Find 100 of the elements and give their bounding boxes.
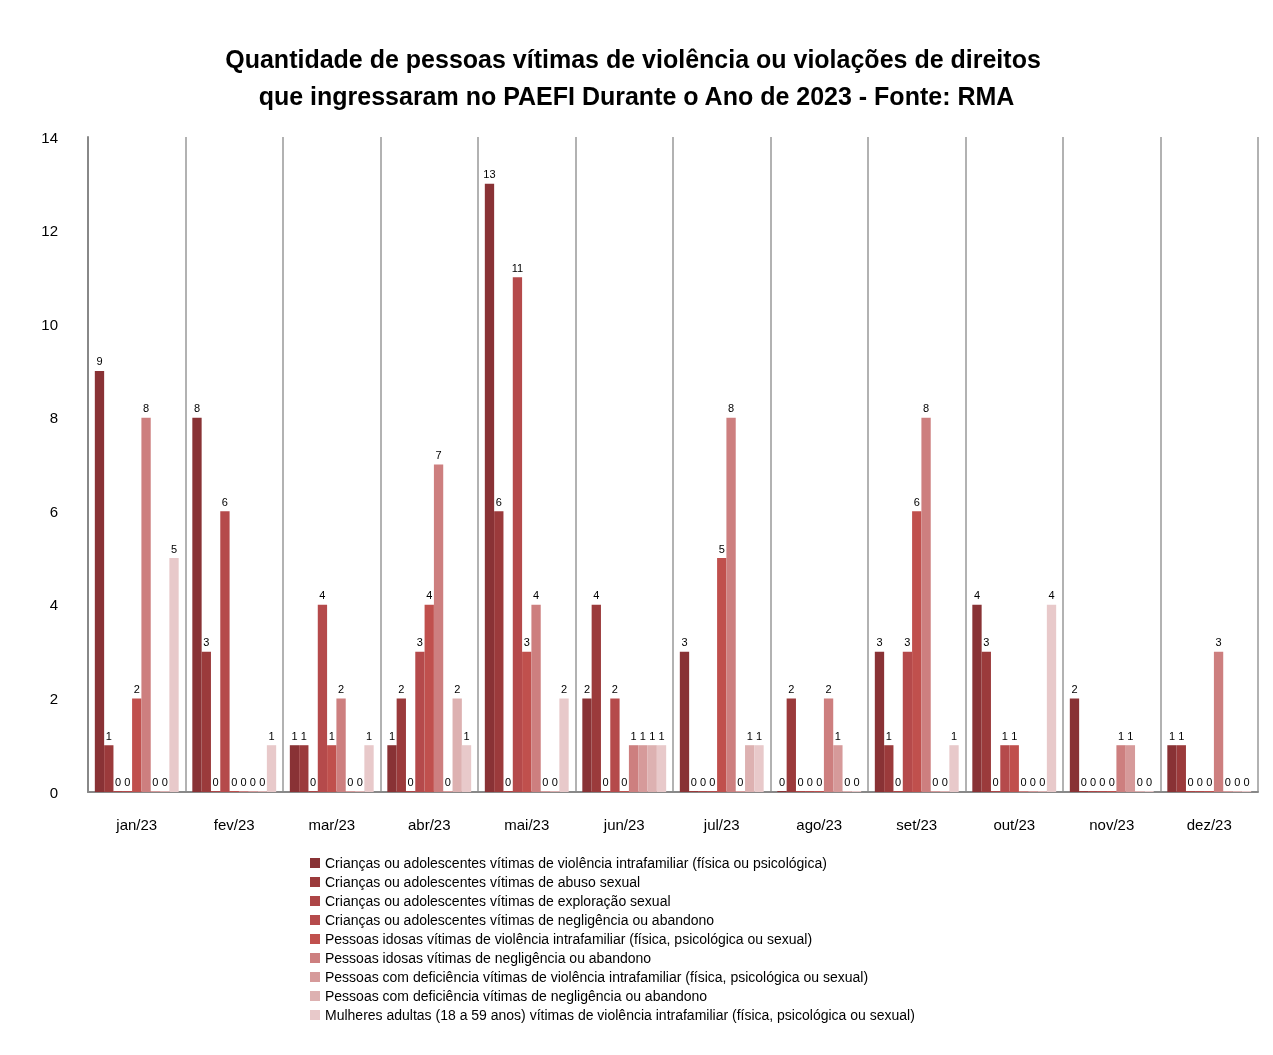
data-label: 1 bbox=[105, 729, 112, 742]
bar bbox=[192, 417, 202, 792]
data-label: 2 bbox=[1071, 682, 1078, 695]
legend-label: Crianças ou adolescentes vítimas de negligência ou abandono bbox=[325, 912, 715, 928]
x-tick-label: jan/23 bbox=[115, 816, 158, 833]
data-label: 0 bbox=[932, 775, 939, 788]
bar bbox=[387, 745, 397, 792]
data-label: 2 bbox=[454, 682, 461, 695]
data-label: 0 bbox=[356, 775, 363, 788]
data-label: 0 bbox=[621, 775, 628, 788]
data-label: 2 bbox=[338, 682, 345, 695]
data-label: 1 bbox=[658, 729, 665, 742]
data-label: 0 bbox=[709, 775, 716, 788]
bar bbox=[647, 745, 657, 792]
legend-label: Pessoas idosas vítimas de violência intrafamiliar (física, psicológica ou sexual) bbox=[325, 931, 813, 947]
bar bbox=[201, 651, 211, 792]
bar bbox=[266, 745, 277, 792]
bar bbox=[1046, 604, 1057, 792]
bar bbox=[1069, 698, 1080, 792]
bar bbox=[874, 651, 885, 792]
data-label: 0 bbox=[700, 775, 707, 788]
data-label: 0 bbox=[249, 775, 256, 788]
data-label: 1 bbox=[300, 729, 307, 742]
data-label: 0 bbox=[816, 775, 823, 788]
data-label: 2 bbox=[583, 682, 591, 695]
bar bbox=[531, 604, 541, 792]
data-label: 8 bbox=[728, 402, 735, 415]
data-label: 9 bbox=[96, 355, 103, 368]
data-label: 3 bbox=[1215, 636, 1222, 649]
bar bbox=[169, 558, 179, 792]
data-label: 5 bbox=[170, 542, 178, 555]
bar bbox=[972, 604, 982, 792]
data-label: 0 bbox=[115, 775, 122, 788]
data-label: 0 bbox=[444, 775, 451, 788]
bar bbox=[582, 698, 592, 792]
data-label: 1 bbox=[463, 729, 470, 742]
data-label: 2 bbox=[133, 682, 140, 695]
data-label: 0 bbox=[844, 775, 851, 788]
bar bbox=[1116, 745, 1126, 792]
data-label: 0 bbox=[231, 775, 238, 788]
data-label: 0 bbox=[407, 775, 414, 788]
data-label: 3 bbox=[983, 636, 990, 649]
legend-label: Crianças ou adolescentes vítimas de violência intrafamiliar (física ou psicológica) bbox=[325, 855, 827, 871]
data-label: 1 bbox=[950, 729, 958, 742]
data-label: 0 bbox=[1020, 775, 1027, 788]
data-label: 6 bbox=[221, 495, 228, 508]
data-label: 1 bbox=[1127, 729, 1134, 742]
data-label: 0 bbox=[1099, 775, 1106, 788]
data-label: 1 bbox=[834, 729, 841, 742]
data-label: 1 bbox=[649, 729, 656, 742]
data-label: 1 bbox=[268, 729, 275, 742]
data-label: 11 bbox=[511, 261, 524, 274]
data-label: 1 bbox=[365, 729, 373, 742]
data-label: 0 bbox=[212, 775, 219, 788]
data-label: 1 bbox=[1001, 729, 1008, 742]
data-label: 0 bbox=[259, 775, 266, 788]
data-label: 1 bbox=[1178, 729, 1185, 742]
legend-label: Pessoas com deficiência vítimas de negligência ou abandono bbox=[325, 988, 708, 1004]
legend-label: Pessoas idosas vítimas de negligência ou abandono bbox=[325, 950, 652, 966]
data-label: 8 bbox=[923, 402, 930, 415]
data-label: 0 bbox=[1243, 775, 1250, 788]
legend-label: Crianças ou adolescentes vítimas de abuso sexual bbox=[325, 874, 641, 890]
x-tick-label: dez/23 bbox=[1186, 816, 1232, 833]
bar bbox=[452, 698, 462, 792]
data-label: 2 bbox=[788, 682, 795, 695]
data-label: 0 bbox=[1145, 775, 1153, 788]
data-label: 1 bbox=[639, 729, 646, 742]
y-tick-label: 0 bbox=[49, 783, 58, 801]
bar bbox=[628, 745, 639, 792]
legend-label: Mulheres adultas (18 a 59 anos) vítimas de violência intrafamiliar (física, psicológica ou sexual) bbox=[325, 1007, 915, 1023]
data-label: 0 bbox=[1136, 775, 1143, 788]
data-label: 1 bbox=[755, 729, 763, 742]
data-label: 4 bbox=[1048, 589, 1055, 602]
data-label: 1 bbox=[388, 729, 396, 742]
data-label: 1 bbox=[291, 729, 298, 742]
bar bbox=[104, 745, 114, 792]
x-tick-label: mar/23 bbox=[308, 816, 356, 833]
y-tick-label: 8 bbox=[49, 409, 58, 427]
bar bbox=[289, 745, 300, 792]
y-tick-label: 2 bbox=[49, 689, 58, 707]
y-tick-label: 14 bbox=[41, 128, 58, 146]
bar bbox=[1176, 745, 1186, 792]
bar bbox=[94, 370, 105, 792]
data-label: 4 bbox=[319, 589, 326, 602]
data-label: 1 bbox=[1118, 729, 1125, 742]
bar bbox=[396, 698, 406, 792]
x-tick-label: nov/23 bbox=[1089, 816, 1135, 833]
data-label: 0 bbox=[1108, 775, 1115, 788]
bar bbox=[433, 464, 444, 792]
x-tick-label: set/23 bbox=[896, 816, 938, 833]
data-label: 0 bbox=[240, 775, 247, 788]
y-tick-label: 12 bbox=[41, 222, 58, 240]
bar bbox=[884, 745, 894, 792]
data-label: 0 bbox=[347, 775, 354, 788]
bar bbox=[823, 698, 834, 792]
bar bbox=[1167, 745, 1177, 792]
data-label: 0 bbox=[778, 775, 786, 788]
data-label: 0 bbox=[1234, 775, 1241, 788]
data-label: 1 bbox=[630, 729, 637, 742]
data-label: 0 bbox=[1080, 775, 1087, 788]
